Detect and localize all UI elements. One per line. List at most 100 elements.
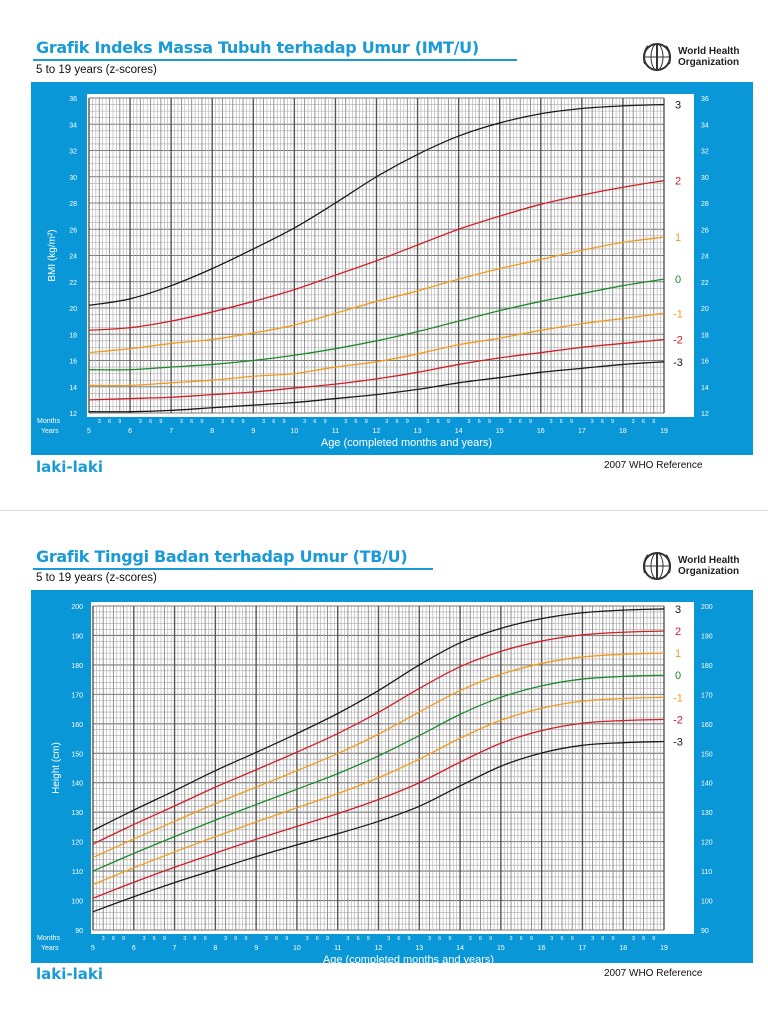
y-tick-label-right: 140 [701, 781, 713, 788]
y-tick-label-left: 16 [69, 359, 77, 366]
month-tick-label: 6 [112, 936, 115, 942]
month-tick-label: 9 [118, 419, 121, 425]
y-tick-label-left: 140 [71, 781, 83, 788]
month-tick-label: 3 [387, 936, 390, 942]
z-score-label-2: 2 [675, 626, 681, 638]
x-tick-label: 12 [375, 945, 383, 952]
month-tick-label: 9 [200, 419, 203, 425]
month-tick-label: 9 [611, 936, 614, 942]
x-tick-label: 15 [497, 945, 505, 952]
z-score-curve-2 [88, 180, 665, 331]
z-score-label-2: 2 [675, 176, 681, 188]
y-tick-label-right: 28 [701, 201, 709, 208]
y-tick-label-right: 110 [701, 869, 712, 876]
y-tick-label-right: 18 [701, 332, 709, 339]
month-tick-label: 3 [426, 419, 429, 425]
y-tick-label-right: 190 [701, 633, 713, 640]
month-tick-label: 9 [283, 419, 286, 425]
z-score-label-3: 3 [675, 100, 681, 112]
months-row-label: Months [37, 935, 60, 942]
month-tick-label: 9 [244, 936, 247, 942]
x-tick-label: 13 [414, 428, 422, 435]
y-tick-label-left: 170 [71, 692, 83, 699]
grid [92, 605, 665, 931]
sex-label-height: laki-laki [36, 965, 103, 983]
x-axis-label: Age (completed months and years) [323, 954, 494, 963]
month-tick-label: 9 [529, 419, 532, 425]
page-divider [0, 510, 768, 511]
month-tick-label: 3 [385, 419, 388, 425]
x-tick-label: 14 [455, 428, 463, 435]
x-tick-label: 9 [254, 945, 258, 952]
month-tick-label: 6 [437, 419, 440, 425]
sex-label-bmi: laki-laki [36, 458, 103, 476]
z-score-label-1: 1 [675, 648, 681, 660]
z-score-label--3: -3 [673, 736, 683, 748]
month-tick-label: 6 [149, 419, 152, 425]
x-tick-label: 18 [619, 945, 627, 952]
years-row-label: Years [41, 428, 59, 435]
chart-subtitle-bmi: 5 to 19 years (z-scores) [36, 64, 157, 76]
month-tick-label: 6 [234, 936, 237, 942]
month-tick-label: 9 [159, 419, 162, 425]
month-tick-label: 6 [108, 419, 111, 425]
x-tick-label: 5 [87, 428, 91, 435]
x-tick-label: 17 [578, 428, 586, 435]
y-tick-label-right: 24 [701, 254, 709, 261]
month-tick-label: 6 [478, 419, 481, 425]
z-score-curve-0 [88, 278, 665, 371]
month-tick-label: 3 [265, 936, 268, 942]
month-tick-label: 9 [365, 419, 368, 425]
y-tick-label-right: 36 [701, 96, 709, 103]
y-tick-label-right: 120 [701, 840, 713, 847]
x-tick-label: 12 [373, 428, 381, 435]
month-tick-label: 6 [520, 936, 523, 942]
month-tick-label: 9 [122, 936, 125, 942]
reference-label-bmi: 2007 WHO Reference [604, 460, 703, 471]
z-score-curve--1 [92, 696, 665, 886]
month-tick-label: 9 [530, 936, 533, 942]
y-tick-label-right: 160 [701, 722, 713, 729]
month-tick-label: 6 [316, 936, 319, 942]
y-tick-label-right: 34 [701, 122, 709, 129]
x-tick-label: 19 [660, 428, 668, 435]
month-tick-label: 6 [561, 936, 564, 942]
z-score-curve-0 [92, 674, 665, 872]
month-tick-label: 3 [550, 936, 553, 942]
height-chart-panel: 90 90 100 100 110 110 120 120 130 130 140 140 150 150… [31, 590, 753, 963]
z-score-label-0: 0 [675, 274, 681, 286]
who-name-line2: Organization [678, 57, 740, 68]
month-tick-label: 9 [163, 936, 166, 942]
month-tick-label: 9 [570, 419, 573, 425]
x-tick-label: 18 [619, 428, 627, 435]
month-tick-label: 6 [601, 936, 604, 942]
month-tick-label: 3 [180, 419, 183, 425]
y-tick-label-left: 36 [69, 96, 77, 103]
y-tick-label-left: 22 [69, 280, 77, 287]
month-tick-label: 3 [306, 936, 309, 942]
month-tick-label: 3 [183, 936, 186, 942]
month-tick-label: 9 [652, 936, 655, 942]
z-score-label--1: -1 [673, 692, 683, 704]
y-tick-label-left: 160 [71, 722, 83, 729]
month-tick-label: 6 [313, 419, 316, 425]
month-tick-label: 9 [324, 419, 327, 425]
month-tick-label: 9 [489, 936, 492, 942]
x-axis-label: Age (completed months and years) [321, 437, 492, 449]
who-logo: World Health Organization [640, 549, 739, 583]
month-tick-label: 3 [224, 936, 227, 942]
x-tick-label: 6 [132, 945, 136, 952]
y-tick-label-right: 200 [701, 604, 713, 611]
y-tick-label-left: 100 [71, 899, 83, 906]
who-name-line1: World Health [678, 46, 740, 57]
month-tick-label: 3 [262, 419, 265, 425]
month-tick-label: 6 [397, 936, 400, 942]
y-tick-label-right: 22 [701, 280, 709, 287]
z-score-curve--2 [92, 718, 665, 899]
month-tick-label: 6 [396, 419, 399, 425]
y-tick-label-left: 34 [69, 122, 77, 129]
y-axis-label: BMI (kg/m²) [47, 229, 58, 281]
month-tick-label: 3 [142, 936, 145, 942]
month-tick-label: 3 [102, 936, 105, 942]
x-tick-label: 8 [210, 428, 214, 435]
